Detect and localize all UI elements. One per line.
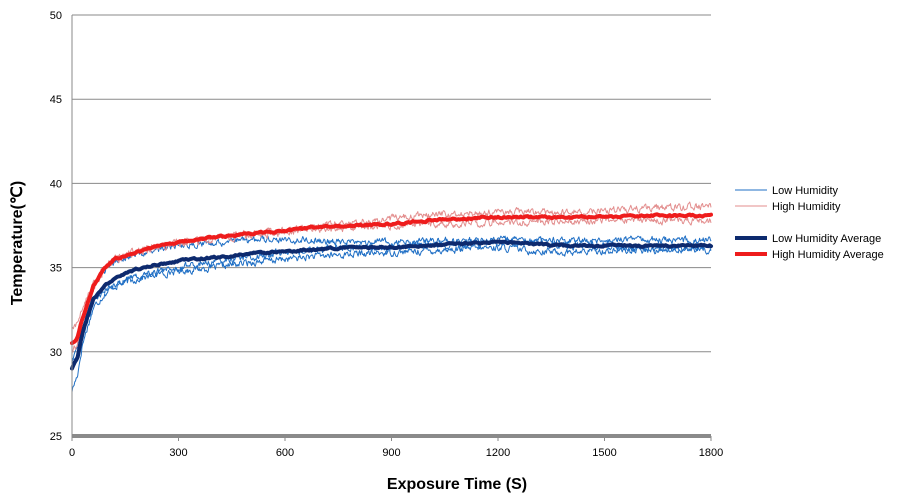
legend: Low Humidity High Humidity Low Humidity Av… xyxy=(735,185,884,261)
series-line-trial xyxy=(71,243,712,393)
y-axis-title: Temperature(℃) xyxy=(9,181,26,305)
x-tick-label: 1500 xyxy=(592,447,616,459)
y-tick-label: 45 xyxy=(50,94,62,106)
series-lines xyxy=(70,201,713,393)
y-tick-label: 50 xyxy=(50,10,62,22)
series-line-trial xyxy=(71,215,712,353)
x-axis-title: Exposure Time (S) xyxy=(387,476,527,493)
series-line-trial xyxy=(71,238,712,363)
x-tick-label: 1200 xyxy=(486,447,510,459)
x-tick-labels: 0 300 600 900 1200 1500 1800 xyxy=(69,447,723,459)
legend-label: Low Humidity Average xyxy=(772,233,881,245)
series-line-average xyxy=(70,212,713,346)
series-line-average xyxy=(70,239,713,371)
y-tick-labels: 25 30 35 40 45 50 xyxy=(50,10,62,443)
y-tick-label: 35 xyxy=(50,263,62,275)
gridlines xyxy=(72,14,711,353)
legend-label: Low Humidity xyxy=(772,185,839,197)
legend-label: High Humidity Average xyxy=(772,249,884,261)
y-tick-label: 25 xyxy=(50,431,62,443)
x-tick-label: 900 xyxy=(382,447,400,459)
series-line-trial xyxy=(71,235,712,361)
axes xyxy=(71,15,712,441)
x-tick-label: 600 xyxy=(276,447,294,459)
y-tick-label: 30 xyxy=(50,347,62,359)
y-tick-label: 40 xyxy=(50,178,62,190)
x-tick-label: 0 xyxy=(69,447,75,459)
legend-label: High Humidity xyxy=(772,201,841,213)
x-tick-label: 1800 xyxy=(699,447,723,459)
x-tick-label: 300 xyxy=(169,447,187,459)
